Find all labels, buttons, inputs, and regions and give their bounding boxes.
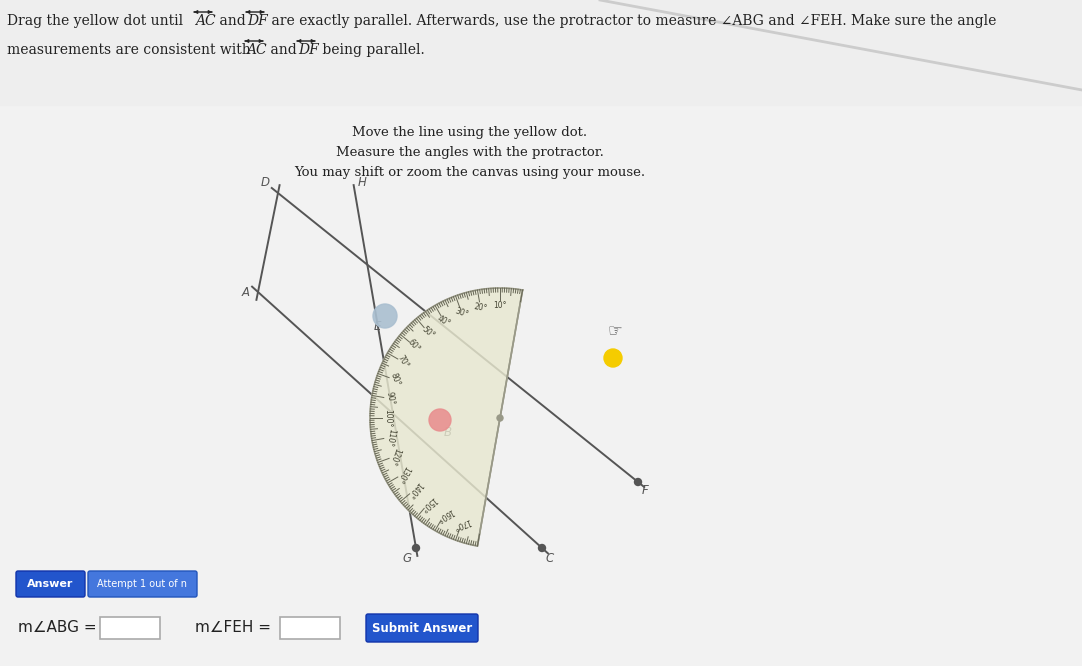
Circle shape xyxy=(539,545,545,551)
Text: Measure the angles with the protractor.: Measure the angles with the protractor. xyxy=(337,146,604,159)
Bar xyxy=(0,0,1082,105)
Circle shape xyxy=(497,415,503,421)
Text: ☞: ☞ xyxy=(608,322,622,340)
Text: 40°: 40° xyxy=(436,314,452,328)
Text: 90°: 90° xyxy=(384,391,395,406)
FancyBboxPatch shape xyxy=(88,571,197,597)
Text: E: E xyxy=(373,320,381,333)
Text: 110°: 110° xyxy=(384,428,396,447)
Text: 150°: 150° xyxy=(418,494,438,513)
Text: 10°: 10° xyxy=(493,302,506,310)
Text: 160°: 160° xyxy=(434,507,454,523)
Text: 80°: 80° xyxy=(388,372,401,388)
Text: being parallel.: being parallel. xyxy=(318,43,425,57)
Circle shape xyxy=(373,304,397,328)
Text: G: G xyxy=(403,552,412,565)
Polygon shape xyxy=(370,288,523,546)
Text: DF: DF xyxy=(247,14,267,28)
Text: 50°: 50° xyxy=(420,324,436,340)
Text: 20°: 20° xyxy=(473,302,488,313)
Text: Answer: Answer xyxy=(27,579,74,589)
FancyBboxPatch shape xyxy=(366,614,478,642)
Text: m∠FEH =: m∠FEH = xyxy=(195,621,270,635)
Text: 70°: 70° xyxy=(396,354,410,370)
Text: and: and xyxy=(266,43,301,57)
Text: A: A xyxy=(242,286,250,298)
Text: AC: AC xyxy=(246,43,266,57)
Text: m∠ABG =: m∠ABG = xyxy=(18,621,96,635)
Text: 30°: 30° xyxy=(453,306,470,319)
Text: Drag the yellow dot until: Drag the yellow dot until xyxy=(6,14,187,28)
Text: You may shift or zoom the canvas using your mouse.: You may shift or zoom the canvas using y… xyxy=(294,166,646,179)
Text: Move the line using the yellow dot.: Move the line using the yellow dot. xyxy=(353,126,588,139)
Bar xyxy=(280,617,340,639)
Text: F: F xyxy=(642,484,649,497)
Circle shape xyxy=(412,545,420,551)
Text: 170°: 170° xyxy=(451,516,472,531)
Text: 100°: 100° xyxy=(383,409,393,427)
Circle shape xyxy=(604,349,622,367)
Text: D: D xyxy=(261,176,270,189)
Text: Attempt 1 out of n: Attempt 1 out of n xyxy=(97,579,187,589)
Text: C: C xyxy=(545,552,553,565)
Text: H: H xyxy=(358,176,367,189)
Text: 60°: 60° xyxy=(407,338,422,354)
FancyBboxPatch shape xyxy=(16,571,85,597)
Text: measurements are consistent with: measurements are consistent with xyxy=(6,43,255,57)
Text: 140°: 140° xyxy=(405,480,423,500)
Text: 130°: 130° xyxy=(395,464,411,484)
Text: Submit Answer: Submit Answer xyxy=(372,621,472,635)
Text: 120°: 120° xyxy=(387,446,403,466)
Text: AC: AC xyxy=(195,14,215,28)
Text: DF: DF xyxy=(298,43,319,57)
Text: and: and xyxy=(215,14,250,28)
Text: B: B xyxy=(444,426,452,439)
Circle shape xyxy=(634,478,642,486)
Circle shape xyxy=(428,409,451,431)
Text: are exactly parallel. Afterwards, use the protractor to measure ∠ABG and ∠FEH. M: are exactly parallel. Afterwards, use th… xyxy=(267,14,997,28)
Bar xyxy=(100,617,160,639)
